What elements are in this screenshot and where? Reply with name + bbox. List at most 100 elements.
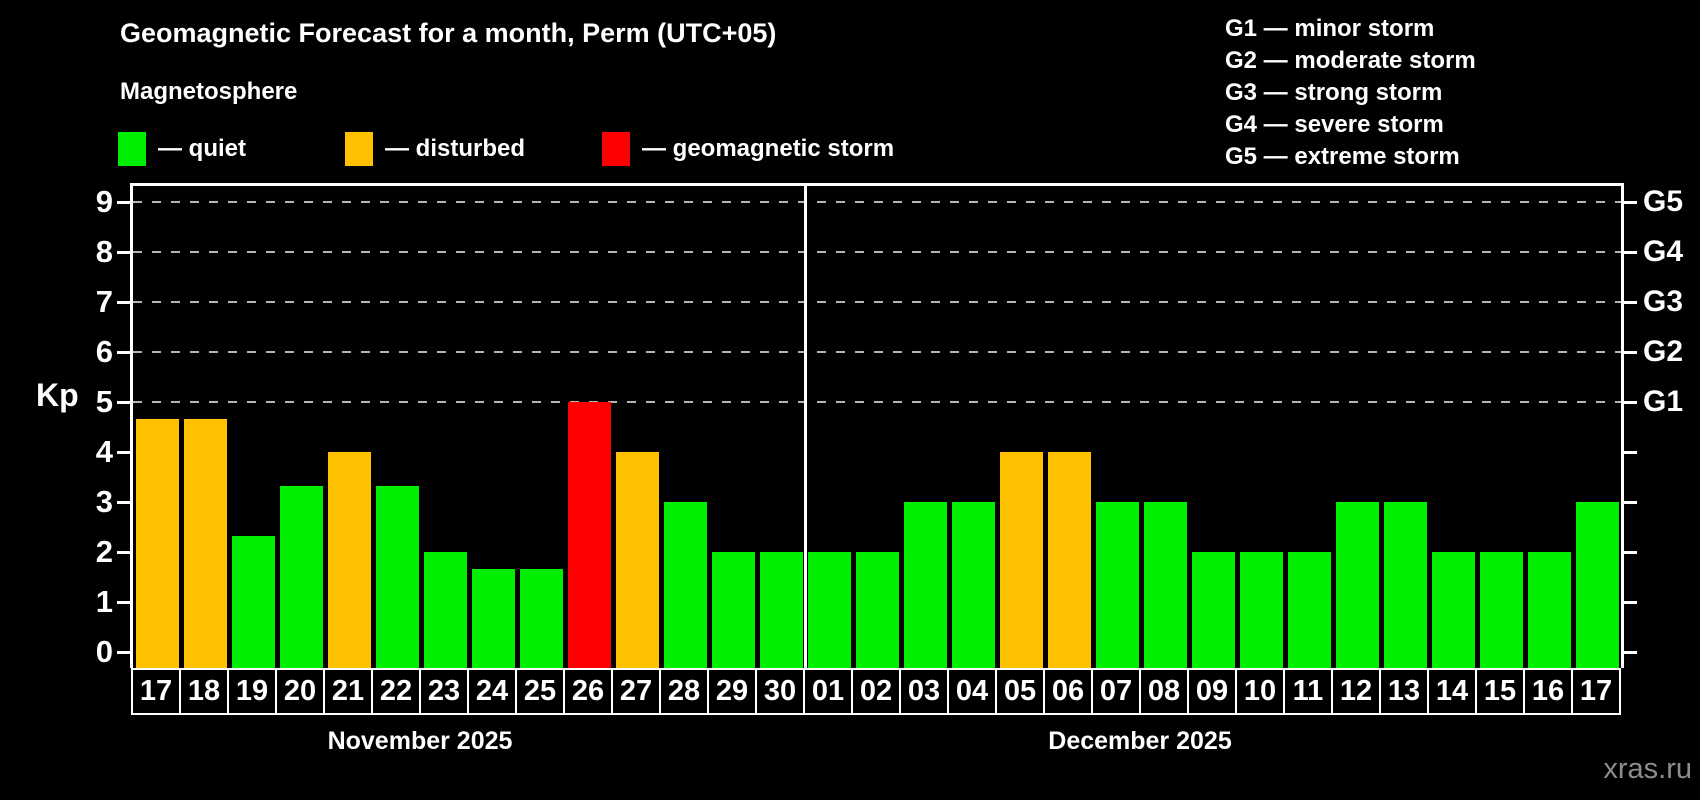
g-scale-label: G1 (1643, 385, 1684, 418)
day-label: 12 (1331, 668, 1381, 715)
kp-bar-quiet (663, 502, 707, 668)
day-label: 01 (803, 668, 853, 715)
right-axis-tick (1624, 601, 1637, 604)
day-label: 09 (1187, 668, 1237, 715)
day-label: 27 (611, 668, 661, 715)
disturbed-color-swatch (345, 132, 373, 166)
right-axis-tick (1624, 451, 1637, 454)
kp-bar-quiet (231, 535, 275, 668)
kp-bar-disturbed (999, 452, 1043, 668)
gridline-kp8 (133, 251, 1621, 253)
kp-bar-quiet (711, 552, 755, 668)
day-label-row: 17 18 19 20 21 22 23 24 25 26 27 28 29 30 01 02 03 04 05 06… (130, 668, 1624, 715)
right-axis-tick (1624, 501, 1637, 504)
kp-bar-quiet (903, 502, 947, 668)
kp-bar-quiet (519, 568, 563, 668)
right-axis-tick (1624, 551, 1637, 554)
g-legend-line: G4 — severe storm (1225, 111, 1444, 138)
kp-bar-quiet (1383, 502, 1427, 668)
gridline-kp7 (133, 301, 1621, 303)
g-scale-label: G4 (1643, 235, 1684, 268)
kp-bar-quiet (807, 552, 851, 668)
day-label: 21 (323, 668, 373, 715)
kp-bar-quiet (1095, 502, 1139, 668)
g-scale-legend: G1 — minor storm G2 — moderate storm G3 — … (1225, 13, 1476, 173)
kp-bar-disturbed (1047, 452, 1091, 668)
right-axis-tick (1624, 201, 1637, 204)
page-title: Geomagnetic Forecast for a month, Perm (… (120, 18, 777, 48)
legend-label-storm: — geomagnetic storm (642, 135, 895, 162)
y-axis-tick (117, 251, 130, 254)
gridline-kp5 (133, 401, 1621, 403)
g-scale-label: G2 (1643, 335, 1684, 368)
day-label: 13 (1379, 668, 1429, 715)
day-label: 17 (131, 668, 181, 715)
kp-bar-disturbed (135, 418, 179, 668)
kp-bar-quiet (1527, 552, 1571, 668)
day-label: 22 (371, 668, 421, 715)
kp-bar-quiet (1431, 552, 1475, 668)
y-axis-title: Kp (36, 377, 79, 413)
y-axis-tick (117, 301, 130, 304)
day-label: 30 (755, 668, 805, 715)
legend-label-disturbed: — disturbed (385, 135, 526, 162)
day-label: 06 (1043, 668, 1093, 715)
y-tick-label: 6 (95, 334, 113, 369)
kp-bar-quiet (759, 552, 803, 668)
kp-bar-quiet (1335, 502, 1379, 668)
month-label-november: November 2025 (327, 727, 513, 755)
y-axis-tick (117, 401, 130, 404)
y-tick-label: 5 (95, 384, 113, 419)
y-axis-tick (117, 351, 130, 354)
day-label: 07 (1091, 668, 1141, 715)
legend-item-quiet: — quiet (118, 130, 246, 168)
plot-area (130, 183, 1624, 668)
day-label: 25 (515, 668, 565, 715)
y-tick-label: 4 (95, 434, 113, 469)
g-legend-line: G2 — moderate storm (1225, 47, 1476, 74)
kp-bar-quiet (1287, 552, 1331, 668)
day-label: 02 (851, 668, 901, 715)
month-label-december: December 2025 (1048, 727, 1232, 755)
g-legend-line: G1 — minor storm (1225, 15, 1435, 42)
right-axis-tick (1624, 251, 1637, 254)
y-tick-label: 3 (95, 484, 113, 519)
y-axis-tick (117, 501, 130, 504)
day-label: 14 (1427, 668, 1477, 715)
kp-bar-disturbed (615, 452, 659, 668)
magnetosphere-label: Magnetosphere (120, 78, 298, 105)
kp-bar-quiet (1191, 552, 1235, 668)
y-tick-label: 7 (95, 284, 113, 319)
y-tick-label: 8 (95, 234, 113, 269)
quiet-color-swatch (118, 132, 146, 166)
storm-color-swatch (602, 132, 630, 166)
legend-item-storm: — geomagnetic storm (602, 130, 894, 168)
kp-bar-disturbed (183, 418, 227, 668)
y-tick-label: 9 (95, 184, 113, 219)
g-legend-line: G3 — strong storm (1225, 79, 1443, 106)
kp-bar-quiet (471, 568, 515, 668)
g-legend-line: G5 — extreme storm (1225, 143, 1460, 170)
kp-bar-quiet (423, 552, 467, 668)
day-label: 15 (1475, 668, 1525, 715)
legend-item-disturbed: — disturbed (345, 130, 525, 168)
kp-bar-storm (567, 402, 611, 668)
day-label: 20 (275, 668, 325, 715)
month-separator-line (803, 186, 807, 668)
g-scale-label: G5 (1643, 185, 1684, 218)
day-label: 11 (1283, 668, 1333, 715)
right-axis-tick (1624, 351, 1637, 354)
y-tick-label: 1 (95, 584, 113, 619)
watermark: xras.ru (1603, 753, 1692, 785)
day-label: 08 (1139, 668, 1189, 715)
kp-bar-quiet (951, 502, 995, 668)
day-label: 19 (227, 668, 277, 715)
y-axis-tick (117, 451, 130, 454)
gridline-kp6 (133, 351, 1621, 353)
y-tick-label: 0 (95, 634, 113, 669)
day-label: 10 (1235, 668, 1285, 715)
day-label: 28 (659, 668, 709, 715)
day-label: 24 (467, 668, 517, 715)
kp-bar-quiet (279, 485, 323, 668)
right-axis-tick (1624, 401, 1637, 404)
